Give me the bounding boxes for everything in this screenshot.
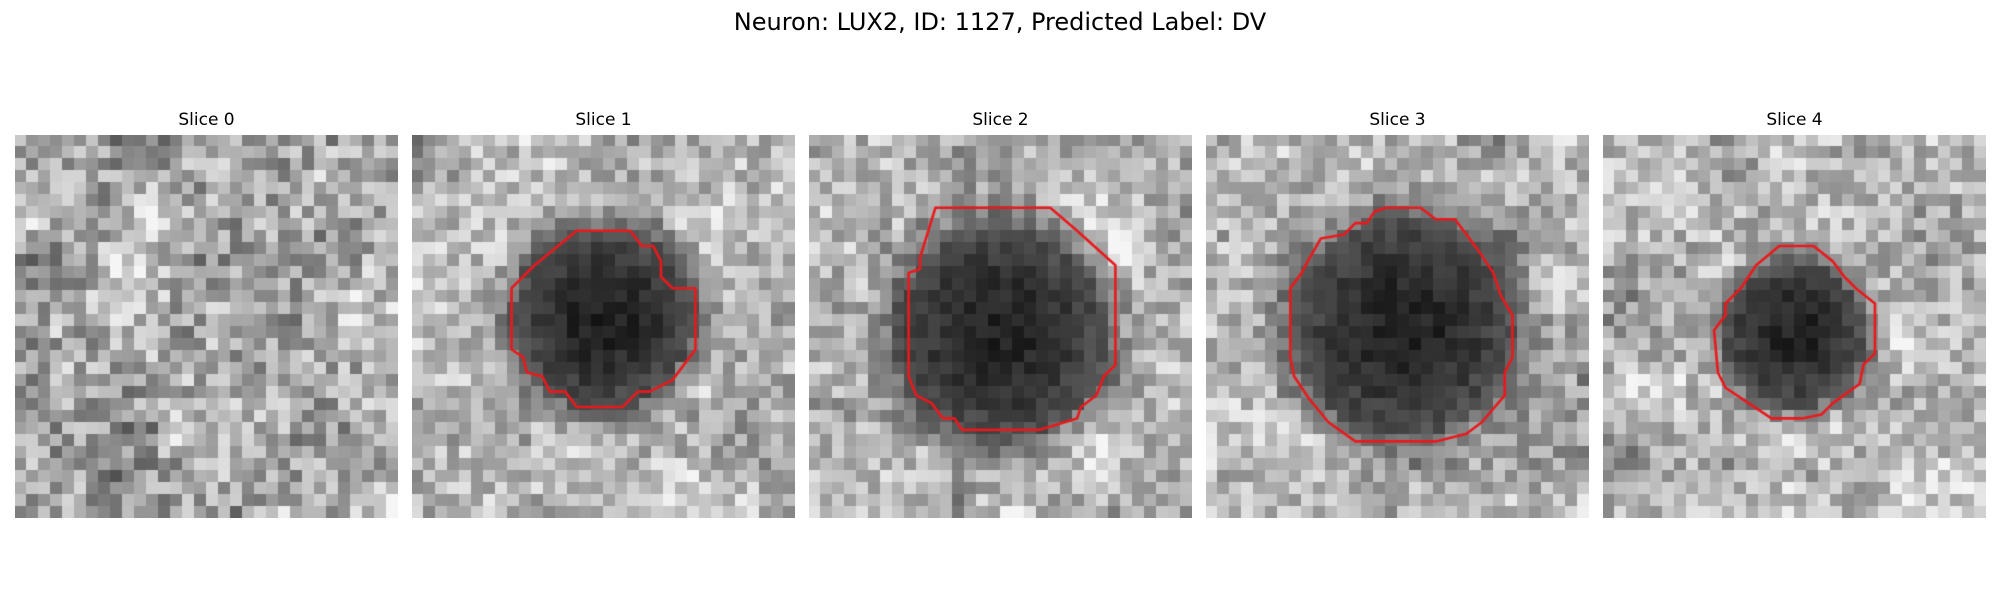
slice-title: Slice 3	[1369, 110, 1426, 130]
slice-image	[412, 135, 795, 518]
slice-title: Slice 4	[1766, 110, 1823, 130]
slice-image	[1603, 135, 1986, 518]
slice-panel-3: Slice 3	[1206, 108, 1589, 518]
slice-image	[1206, 135, 1589, 518]
figure-title: Neuron: LUX2, ID: 1127, Predicted Label:…	[733, 8, 1267, 36]
slice-image	[15, 135, 398, 518]
slice-title: Slice 1	[575, 110, 632, 130]
slice-panel-2: Slice 2	[809, 108, 1192, 518]
slice-title: Slice 2	[972, 110, 1029, 130]
slice-panel-0: Slice 0	[15, 108, 398, 518]
slice-image	[809, 135, 1192, 518]
slice-title: Slice 0	[178, 110, 235, 130]
slice-panel-4: Slice 4	[1603, 108, 1986, 518]
slice-panel-1: Slice 1	[412, 108, 795, 518]
